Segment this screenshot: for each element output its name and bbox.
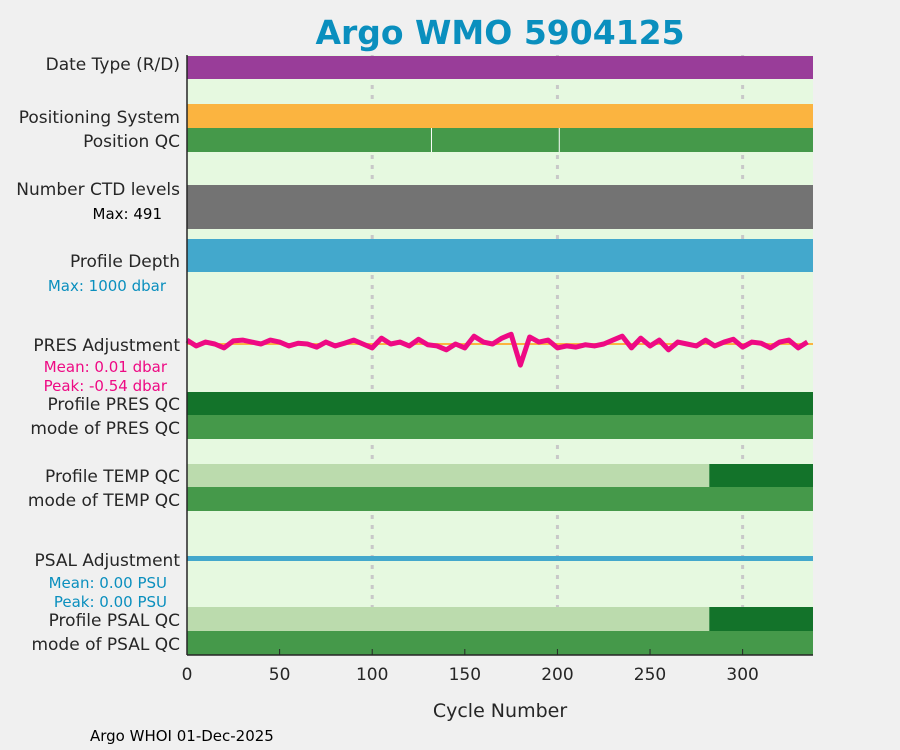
x-tick-label: 250 bbox=[634, 665, 666, 685]
bar-psal-mode bbox=[187, 631, 813, 655]
x-tick-label: 0 bbox=[182, 665, 193, 685]
x-tick-label: 150 bbox=[449, 665, 481, 685]
bar-pres-mode bbox=[187, 415, 813, 439]
bar-temp-qc-segment bbox=[187, 464, 710, 487]
bar-ctd-levels bbox=[187, 185, 813, 229]
pres-peak: Peak: -0.54 dbar bbox=[44, 377, 168, 395]
bar-temp-mode bbox=[187, 487, 813, 511]
bar-psal-qc-segment bbox=[709, 607, 813, 631]
psal-peak: Peak: 0.00 PSU bbox=[54, 593, 167, 611]
ctd-max: Max: 491 bbox=[93, 205, 162, 223]
chart-title: Argo WMO 5904125 bbox=[315, 13, 684, 52]
label-position-qc: Position QC bbox=[83, 132, 180, 152]
plot-area bbox=[187, 55, 813, 655]
label-temp-qc: Profile TEMP QC bbox=[45, 467, 180, 487]
x-tick-label: 300 bbox=[726, 665, 758, 685]
x-tick-label: 100 bbox=[356, 665, 388, 685]
label-temp-mode: mode of TEMP QC bbox=[28, 491, 180, 511]
pres-adjustment-line bbox=[185, 331, 809, 368]
label-psal-adjustment: PSAL Adjustment bbox=[35, 551, 181, 571]
x-axis-label: Cycle Number bbox=[433, 700, 567, 722]
bar-temp-qc-segment bbox=[709, 464, 813, 487]
psal-mean: Mean: 0.00 PSU bbox=[49, 574, 167, 592]
bar-positioning bbox=[187, 104, 813, 128]
x-tick-label: 50 bbox=[269, 665, 291, 685]
depth-max: Max: 1000 dbar bbox=[48, 277, 167, 295]
label-date-type: Date Type (R/D) bbox=[46, 55, 180, 75]
x-tick-label: 200 bbox=[541, 665, 573, 685]
label-pres-qc: Profile PRES QC bbox=[47, 395, 180, 415]
bar-date-type bbox=[187, 56, 813, 79]
label-psal-mode: mode of PSAL QC bbox=[31, 635, 180, 655]
footer-credit: Argo WHOI 01-Dec-2025 bbox=[90, 727, 274, 745]
bar-profile-depth bbox=[187, 239, 813, 272]
label-ctd-levels: Number CTD levels bbox=[16, 180, 180, 200]
bar-pres-qc bbox=[187, 392, 813, 415]
label-pres-adjustment: PRES Adjustment bbox=[33, 336, 180, 356]
label-pres-mode: mode of PRES QC bbox=[30, 419, 180, 439]
bar-psal-qc-segment bbox=[187, 607, 710, 631]
label-profile-depth: Profile Depth bbox=[70, 252, 180, 272]
bar-position-qc bbox=[187, 128, 813, 152]
pres-mean: Mean: 0.01 dbar bbox=[44, 358, 168, 376]
bar-psal-adjustment bbox=[187, 556, 813, 561]
label-positioning: Positioning System bbox=[19, 108, 180, 128]
label-psal-qc: Profile PSAL QC bbox=[49, 611, 180, 631]
